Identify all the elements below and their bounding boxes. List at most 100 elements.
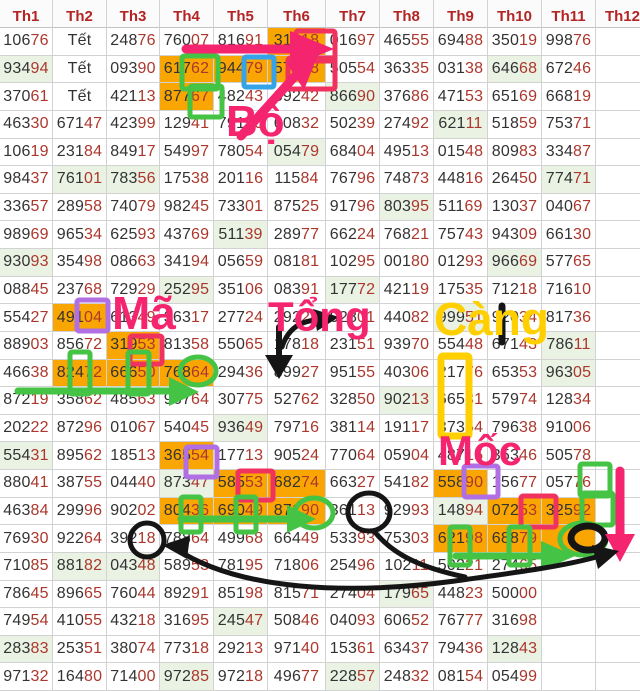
- table-cell: [596, 415, 640, 443]
- table-cell: 361 13: [326, 497, 380, 526]
- table-cell: 671 43: [488, 331, 542, 360]
- table-cell: 817 36: [542, 304, 596, 332]
- table-cell: 253 51: [53, 635, 107, 664]
- table-cell: 767 77: [434, 608, 488, 636]
- table-cell: 892 91: [160, 580, 214, 609]
- table-cell: 502 39: [326, 110, 380, 139]
- table-cell: 102 11: [380, 552, 434, 581]
- table-cell: 115 84: [268, 166, 326, 194]
- table-cell: 989 69: [0, 221, 53, 249]
- table-cell: 283 83: [0, 635, 53, 664]
- table-cell: 028 01: [326, 304, 380, 332]
- table-cell: 527 62: [268, 387, 326, 415]
- table-cell: 791 10: [214, 110, 268, 139]
- table-cell: 432 18: [107, 608, 160, 636]
- table-cell: 944 79: [214, 55, 268, 84]
- table-cell: 217 76: [434, 359, 488, 388]
- table-cell: 410 55: [53, 608, 107, 636]
- table-cell: 054 99: [488, 663, 542, 691]
- table-cell: 781 95: [214, 552, 268, 581]
- table-cell: 403 06: [380, 359, 434, 388]
- table-cell: 001 80: [380, 249, 434, 277]
- table-cell: 228 57: [326, 663, 380, 691]
- table-cell: 245 47: [214, 608, 268, 636]
- table-cell: [596, 553, 640, 581]
- table-cell: 316 95: [160, 608, 214, 636]
- table-cell: 589 53: [160, 552, 214, 581]
- table-cell: 057 76: [542, 470, 596, 498]
- table-cell: 044 40: [107, 470, 160, 498]
- column-header: Th11: [542, 0, 596, 28]
- table-cell: 684 04: [326, 138, 380, 167]
- table-cell: 554 31: [0, 442, 53, 470]
- table-cell: 482 43: [214, 83, 268, 111]
- table-cell: 813 58: [160, 331, 214, 360]
- table-cell: 040 93: [326, 608, 380, 636]
- table-cell: 714 00: [107, 663, 160, 691]
- table-cell: [542, 635, 596, 664]
- table-cell: 634 37: [380, 635, 434, 664]
- table-cell: 363 35: [380, 55, 434, 84]
- table-cell: 495 13: [380, 138, 434, 167]
- table-cell: 733 01: [214, 193, 268, 222]
- table-cell: 031 38: [434, 55, 488, 84]
- table-cell: [596, 442, 640, 470]
- table-cell: 471 53: [434, 83, 488, 111]
- table-cell: 016 97: [326, 28, 380, 56]
- table-cell: 768 21: [380, 221, 434, 249]
- table-cell: 688 79: [488, 525, 542, 553]
- table-cell: 072 53: [488, 497, 542, 526]
- table-cell: 796 38: [488, 414, 542, 443]
- table-cell: 325 92: [542, 497, 596, 526]
- table-cell: 666 50: [107, 359, 160, 388]
- table-cell: 621 98: [434, 525, 488, 553]
- table-cell: 088 45: [0, 276, 53, 305]
- table-cell: 277 24: [214, 304, 268, 332]
- table-cell: 668 19: [542, 83, 596, 111]
- table-cell: 770 64: [326, 442, 380, 470]
- table-cell: 753 71: [542, 110, 596, 139]
- table-cell: 179 65: [380, 580, 434, 609]
- table-cell: 768 64: [160, 359, 214, 388]
- table-cell: 421 19: [380, 276, 434, 305]
- table-cell: 661 30: [542, 221, 596, 249]
- table-cell: 690 49: [214, 497, 268, 526]
- table-cell: 059 04: [380, 442, 434, 470]
- table-cell: 892 42: [268, 83, 326, 111]
- table-cell: 797 16: [268, 414, 326, 443]
- table-cell: 231 84: [53, 138, 107, 167]
- table-cell: 902 13: [380, 387, 434, 415]
- table-cell: 550 65: [214, 331, 268, 360]
- column-header: Th7: [326, 0, 380, 28]
- table-cell: 485 63: [107, 387, 160, 415]
- table-cell: 012 93: [434, 249, 488, 277]
- table-cell: Tết: [53, 55, 107, 84]
- table-cell: 334 87: [542, 138, 596, 167]
- table-cell: [596, 581, 640, 609]
- table-cell: 943 09: [488, 221, 542, 249]
- table-cell: 905 24: [268, 442, 326, 470]
- table-cell: 761 01: [53, 166, 107, 194]
- table-cell: 440 82: [380, 304, 434, 332]
- column-header: Th8: [380, 0, 434, 28]
- table-cell: 463 30: [0, 110, 53, 139]
- table-cell: 056 59: [214, 249, 268, 277]
- table-cell: [542, 580, 596, 609]
- table-cell: 292 13: [214, 635, 268, 664]
- table-cell: 254 96: [326, 552, 380, 581]
- table-cell: 518 59: [488, 110, 542, 139]
- table-cell: [596, 387, 640, 415]
- table-cell: 010 67: [107, 414, 160, 443]
- table-cell: 448 23: [434, 580, 488, 609]
- table-cell: 851 98: [214, 580, 268, 609]
- table-cell: 682 74: [268, 470, 326, 498]
- table-cell: [596, 221, 640, 249]
- table-cell: 093 90: [107, 55, 160, 84]
- table-cell: 608 32: [268, 110, 326, 139]
- table-cell: 749 54: [0, 608, 53, 636]
- table-cell: 773 18: [160, 635, 214, 664]
- table-cell: 185 13: [107, 442, 160, 470]
- table-cell: 972 18: [214, 663, 268, 691]
- table-cell: 054 79: [268, 138, 326, 167]
